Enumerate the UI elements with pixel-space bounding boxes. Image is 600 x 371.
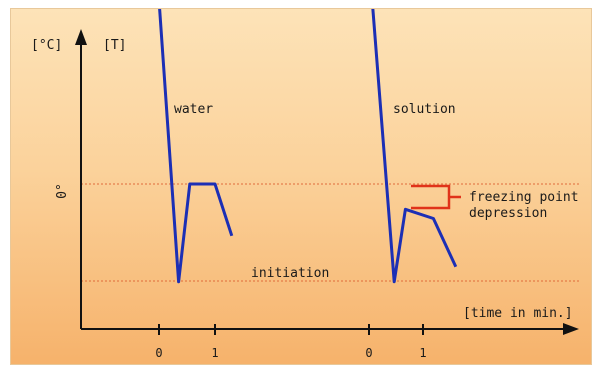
x-axis-arrow xyxy=(563,323,579,335)
solution-tick-label-1: 1 xyxy=(419,346,426,360)
freezing-curve-chart: [°C] [T] 0° [time in min.] 0 1 0 1 water… xyxy=(31,9,581,360)
solution-label: solution xyxy=(393,102,456,117)
y-axis-arrow xyxy=(75,29,87,45)
initiation-label: initiation xyxy=(251,266,329,281)
solution-tick-label-0: 0 xyxy=(365,346,372,360)
water-label: water xyxy=(174,102,213,117)
depression-label: depression xyxy=(469,206,547,221)
chart-frame: [°C] [T] 0° [time in min.] 0 1 0 1 water… xyxy=(10,8,592,365)
freezing-point-label: freezing point xyxy=(469,190,579,205)
y-unit-kelvin: [T] xyxy=(103,38,126,53)
zero-degree-label: 0° xyxy=(55,183,70,199)
freezing-depression-bracket xyxy=(411,184,451,210)
water-tick-label-1: 1 xyxy=(211,346,218,360)
x-axis-label: [time in min.] xyxy=(463,306,573,321)
solution-curve xyxy=(371,9,458,284)
water-tick-label-0: 0 xyxy=(155,346,162,360)
water-curve xyxy=(158,9,234,284)
y-unit-celsius: [°C] xyxy=(31,38,62,53)
